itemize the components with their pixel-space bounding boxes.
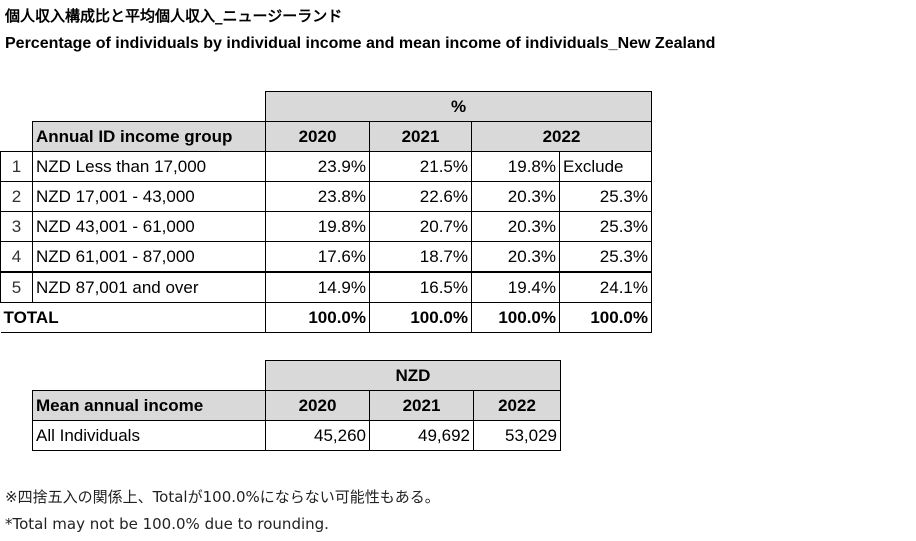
cell: 21.5% xyxy=(369,151,472,182)
table-row: 5 NZD 87,001 and over 14.9% 16.5% 19.4% 24.1% xyxy=(0,271,652,303)
cell: 20.3% xyxy=(471,181,560,212)
unit-header: NZD xyxy=(265,360,561,391)
cell: 20.3% xyxy=(471,211,560,242)
table-row: 1 NZD Less than 17,000 23.9% 21.5% 19.8% Excl… xyxy=(0,151,652,182)
cell: 53,029 xyxy=(473,420,561,451)
cell: 25.3% xyxy=(559,211,652,242)
row-label: NZD 61,001 - 87,000 xyxy=(32,241,266,273)
cell: 24.1% xyxy=(559,271,652,303)
cell: 16.5% xyxy=(369,271,472,303)
unit-header: % xyxy=(265,91,652,122)
row-number: 4 xyxy=(0,241,33,273)
row-label: NZD Less than 17,000 xyxy=(32,151,266,182)
row-number: 1 xyxy=(0,151,33,182)
cell: 22.6% xyxy=(369,181,472,212)
cell: 19.4% xyxy=(471,271,560,303)
cell: 49,692 xyxy=(369,420,474,451)
total-label: TOTAL xyxy=(0,302,266,333)
label-header: Annual ID income group xyxy=(32,121,266,152)
cell: 23.9% xyxy=(265,151,370,182)
cell: 23.8% xyxy=(265,181,370,212)
cell: 25.3% xyxy=(559,181,652,212)
year-header: 2021 xyxy=(369,121,472,152)
cell: 100.0% xyxy=(369,302,472,333)
row-label: NZD 43,001 - 61,000 xyxy=(32,211,266,242)
cell: 100.0% xyxy=(559,302,652,333)
cell: 100.0% xyxy=(471,302,560,333)
year-header: 2022 xyxy=(471,121,652,152)
table-row: 2 NZD 17,001 - 43,000 23.8% 22.6% 20.3% 25.3% xyxy=(0,181,652,212)
income-distribution-table: % Annual ID income group 2020 2021 2022 1 NZ… xyxy=(0,91,652,333)
cell: 25.3% xyxy=(559,241,652,273)
row-number: 5 xyxy=(0,271,33,303)
cell: 20.7% xyxy=(369,211,472,242)
cell: 100.0% xyxy=(265,302,370,333)
mean-income-table: NZD Mean annual income 2020 2021 2022 All I… xyxy=(32,360,561,451)
row-label: All Individuals xyxy=(32,420,266,451)
table-row: 4 NZD 61,001 - 87,000 17.6% 18.7% 20.3% 25.3% xyxy=(0,241,652,273)
title-japanese: 個人収入構成比と平均個人収入_ニュージーランド xyxy=(5,7,343,25)
row-number: 3 xyxy=(0,211,33,242)
row-label: NZD 87,001 and over xyxy=(32,271,266,303)
cell: 14.9% xyxy=(265,271,370,303)
row-number: 2 xyxy=(0,181,33,212)
year-header: 2020 xyxy=(265,390,370,421)
cell: 17.6% xyxy=(265,241,370,273)
title-english: Percentage of individuals by individual … xyxy=(5,35,716,52)
total-row: TOTAL 100.0% 100.0% 100.0% 100.0% xyxy=(0,302,652,333)
note-japanese: ※四捨五入の関係上、Totalが100.0%にならない可能性もある。 xyxy=(5,488,440,506)
year-header: 2021 xyxy=(369,390,474,421)
year-header: 2022 xyxy=(473,390,561,421)
row-label: NZD 17,001 - 43,000 xyxy=(32,181,266,212)
label-header: Mean annual income xyxy=(32,390,266,421)
cell: 20.3% xyxy=(471,241,560,273)
cell: 45,260 xyxy=(265,420,370,451)
cell: 19.8% xyxy=(471,151,560,182)
note-english: *Total may not be 100.0% due to rounding… xyxy=(5,515,329,533)
table-row: 3 NZD 43,001 - 61,000 19.8% 20.7% 20.3% 25.3% xyxy=(0,211,652,242)
table-row: All Individuals 45,260 49,692 53,029 xyxy=(32,420,561,451)
cell: 19.8% xyxy=(265,211,370,242)
cell: Exclude xyxy=(559,151,652,182)
year-header: 2020 xyxy=(265,121,370,152)
cell: 18.7% xyxy=(369,241,472,273)
